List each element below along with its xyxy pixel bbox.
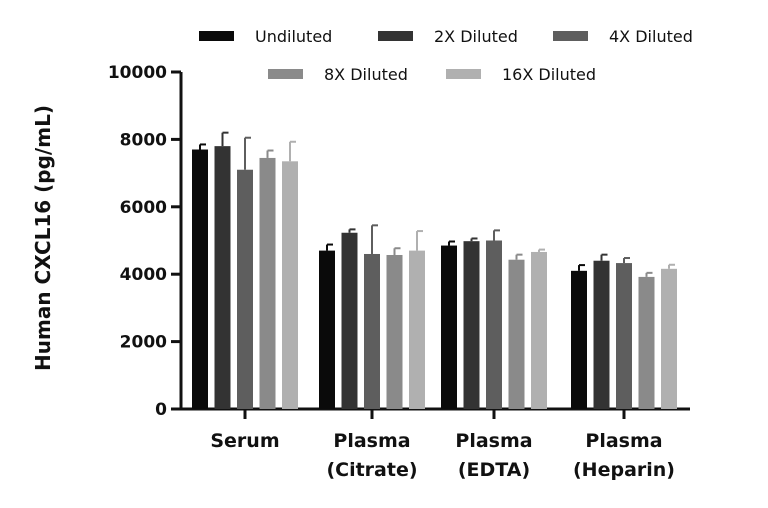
bar [364,253,380,409]
x-tick-label: (Citrate) [326,459,417,481]
legend-swatch [378,31,413,41]
bar [214,146,231,409]
bar [386,254,403,409]
bar [508,259,525,409]
bar [593,260,610,409]
bar [571,270,587,409]
x-tick-label: Serum [210,430,279,452]
bar [409,250,425,409]
y-axis-label: Human CXCL16 (pg/mL) [31,105,55,371]
bar [341,232,358,409]
legend-swatch [553,31,588,41]
bar [192,149,208,409]
y-tick-label: 0 [155,400,167,420]
y-tick-label: 2000 [120,333,167,353]
legend: Undiluted 2X Diluted 4X Diluted 8X Diluted 1… [199,27,693,84]
bar [282,161,298,409]
legend-label: Undiluted [255,27,332,46]
y-tick-label: 8000 [120,130,167,150]
x-tick-label: Plasma [333,430,410,452]
bar [259,157,276,409]
legend-label: 4X Diluted [609,27,693,46]
legend-swatch [446,69,481,79]
bar [237,169,253,409]
legend-label: 16X Diluted [502,65,596,84]
bars [192,131,677,409]
bar [661,268,677,409]
y-tick-label: 10000 [108,63,167,83]
x-tick-label: Plasma [585,430,662,452]
bar [319,250,335,409]
x-tick-label: (EDTA) [458,459,530,481]
legend-label: 8X Diluted [324,65,408,84]
bar [531,251,547,409]
bar [638,276,655,409]
bar [486,240,502,409]
bar [463,241,480,409]
legend-label: 2X Diluted [434,27,518,46]
legend-swatch [199,31,234,41]
y-tick-label: 4000 [120,265,167,285]
bar [441,245,457,409]
x-tick-label: (Heparin) [573,459,675,481]
x-axis: Serum Plasma (Citrate) Plasma (EDTA) Plasma (H… [181,407,690,481]
x-tick-label: Plasma [455,430,532,452]
legend-swatch [268,69,303,79]
y-tick-label: 6000 [120,198,167,218]
bar [616,263,632,409]
y-axis: 0 2000 4000 6000 8000 10000 [108,63,183,420]
